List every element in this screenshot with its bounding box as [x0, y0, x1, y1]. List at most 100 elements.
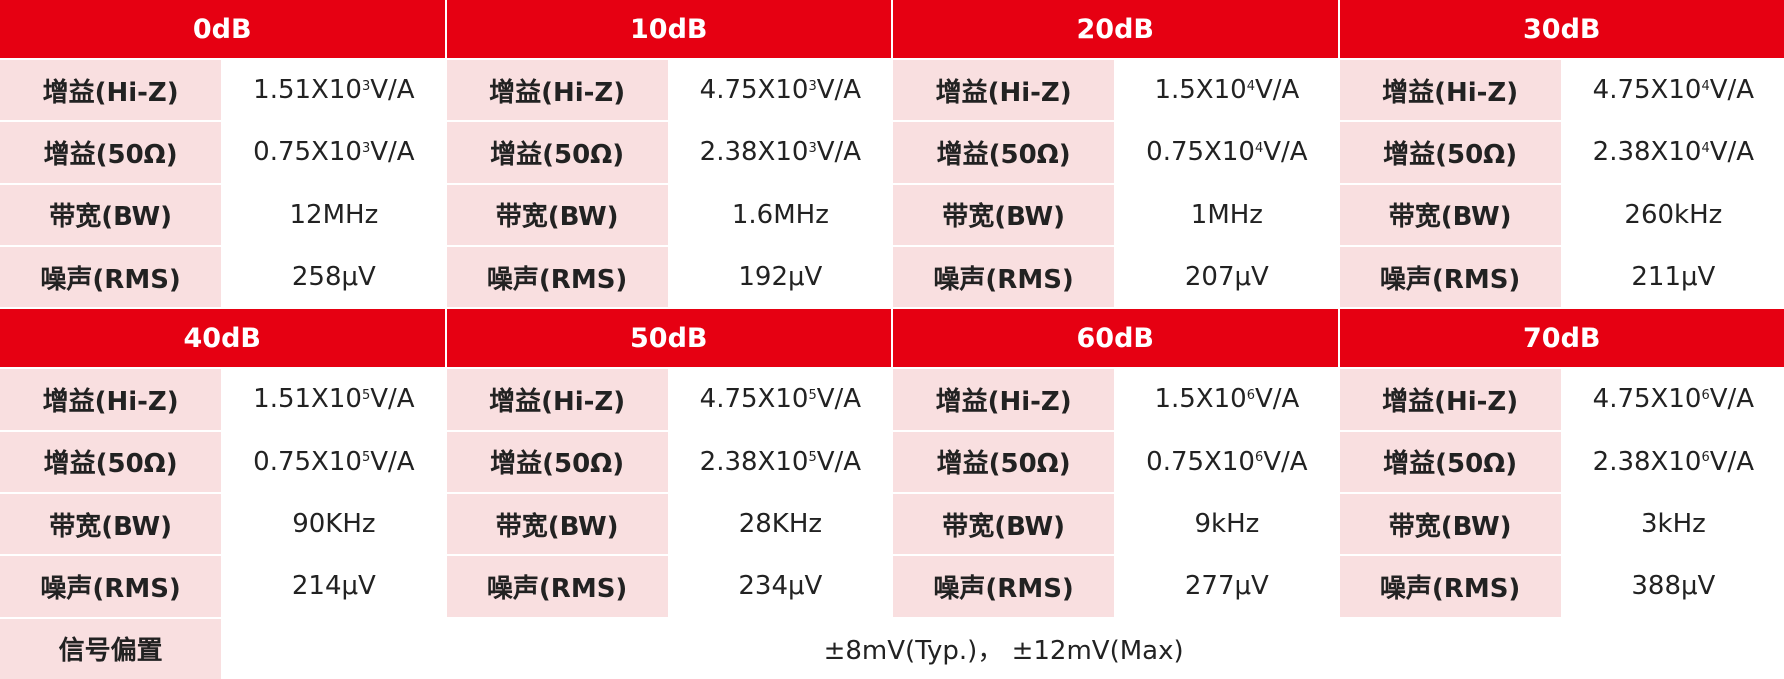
value-base: 1.5X10 — [1154, 384, 1247, 415]
value-base: 0.75X10 — [1146, 446, 1255, 477]
row-label: 带宽(BW) — [1339, 493, 1561, 555]
value-exponent: 6 — [1701, 450, 1710, 466]
row-label: 噪声(RMS) — [446, 556, 668, 617]
row-value: 3kHz — [1562, 493, 1784, 555]
value-unit: V/A — [370, 384, 415, 415]
value-unit: V/A — [1709, 75, 1755, 106]
row-label: 增益(50Ω) — [446, 122, 668, 183]
value-base: 1.5X10 — [1154, 75, 1247, 106]
value-exponent: 4 — [1701, 78, 1710, 94]
row-value: 1.51X10 5 V/A — [223, 369, 445, 430]
row-label: 带宽(BW) — [893, 493, 1115, 555]
row-label: 增益(50Ω) — [893, 122, 1115, 183]
row-value: 2.38X10 4 V/A — [1562, 122, 1784, 183]
row-value: 1.6MHz — [669, 184, 891, 245]
row-label: 噪声(RMS) — [446, 246, 668, 308]
value-base: 0.75X10 — [253, 137, 362, 168]
value-unit: V/A — [1263, 446, 1308, 477]
value-exponent: 3 — [361, 140, 371, 156]
row-label: 增益(Hi-Z) — [0, 60, 222, 121]
value-base: 0.75X10 — [253, 446, 362, 477]
row-value: 28KHz — [669, 493, 891, 555]
row-label: 带宽(BW) — [0, 184, 222, 245]
row-label: 增益(Hi-Z) — [446, 369, 668, 430]
row-value: 192μV — [669, 246, 891, 308]
value-base: 4.75X10 — [1592, 384, 1702, 415]
row-label: 增益(50Ω) — [0, 122, 222, 183]
row-label: 噪声(RMS) — [1339, 556, 1561, 617]
value-unit: V/A — [1254, 75, 1300, 106]
value-exponent: 6 — [1254, 450, 1264, 466]
row-label: 增益(Hi-Z) — [0, 369, 222, 430]
row-value: 1.5X10 6 V/A — [1116, 369, 1338, 430]
row-label: 噪声(RMS) — [0, 556, 222, 617]
value-unit: V/A — [816, 384, 862, 415]
value-exponent: 5 — [361, 450, 371, 466]
value-base: 1.51X10 — [253, 75, 362, 106]
row-value: 211μV — [1562, 246, 1784, 308]
value-base: 4.75X10 — [699, 75, 809, 106]
block-header: 50dB — [446, 309, 891, 368]
value-unit: V/A — [370, 137, 415, 168]
value-exponent: 5 — [361, 387, 371, 403]
row-value: 1.51X10 3 V/A — [223, 60, 445, 121]
value-base: 2.38X10 — [1592, 137, 1702, 168]
row-value: 214μV — [223, 556, 445, 617]
row-label: 带宽(BW) — [0, 493, 222, 555]
row-label: 噪声(RMS) — [893, 246, 1115, 308]
value-unit: V/A — [1709, 384, 1755, 415]
row-value: 2.38X10 3 V/A — [669, 122, 891, 183]
value-exponent: 4 — [1246, 78, 1255, 94]
row-value: 9kHz — [1116, 493, 1338, 555]
row-value: 4.75X10 4 V/A — [1562, 60, 1784, 121]
block-header: 10dB — [446, 0, 891, 58]
value-unit: V/A — [1709, 446, 1755, 477]
row-value: 0.75X10 4 V/A — [1116, 122, 1338, 183]
value-exponent: 5 — [808, 450, 817, 466]
value-unit: V/A — [1254, 384, 1300, 415]
value-exponent: 4 — [1701, 140, 1710, 156]
row-label: 带宽(BW) — [1339, 184, 1561, 245]
row-value: 0.75X10 5 V/A — [223, 431, 445, 492]
row-value: 234μV — [669, 556, 891, 617]
value-exponent: 3 — [808, 78, 817, 94]
value-base: 4.75X10 — [1592, 75, 1702, 106]
row-value: 277μV — [1116, 556, 1338, 617]
value-exponent: 6 — [1246, 387, 1255, 403]
row-value: 388μV — [1562, 556, 1784, 617]
value-base: 2.38X10 — [699, 137, 809, 168]
row-label: 增益(Hi-Z) — [1339, 60, 1561, 121]
row-label: 噪声(RMS) — [1339, 246, 1561, 308]
row-value: 1.5X10 4 V/A — [1116, 60, 1338, 121]
footer-value: ±8mV(Typ.)， ±12mV(Max) — [223, 618, 1784, 679]
footer-label: 信号偏置 — [0, 618, 222, 679]
row-value: 0.75X10 6 V/A — [1116, 431, 1338, 492]
value-unit: V/A — [1263, 137, 1308, 168]
value-base: 2.38X10 — [1592, 446, 1702, 477]
value-unit: V/A — [370, 446, 415, 477]
value-base: 4.75X10 — [699, 384, 809, 415]
value-base: 0.75X10 — [1146, 137, 1255, 168]
block-header: 0dB — [0, 0, 445, 58]
row-label: 增益(Hi-Z) — [446, 60, 668, 121]
block-header: 60dB — [893, 309, 1338, 368]
value-unit: V/A — [816, 75, 862, 106]
value-exponent: 3 — [808, 140, 817, 156]
block-header: 30dB — [1339, 0, 1784, 58]
row-label: 增益(50Ω) — [0, 431, 222, 492]
row-label: 噪声(RMS) — [0, 246, 222, 308]
value-unit: V/A — [370, 75, 415, 106]
value-unit: V/A — [816, 137, 862, 168]
value-base: 2.38X10 — [699, 446, 809, 477]
row-value: 258μV — [223, 246, 445, 308]
value-base: 1.51X10 — [253, 384, 362, 415]
row-value: 4.75X10 6 V/A — [1562, 369, 1784, 430]
value-exponent: 3 — [361, 78, 371, 94]
row-label: 增益(50Ω) — [893, 431, 1115, 492]
value-unit: V/A — [816, 446, 862, 477]
row-label: 带宽(BW) — [446, 493, 668, 555]
value-unit: V/A — [1709, 137, 1755, 168]
row-label: 带宽(BW) — [893, 184, 1115, 245]
